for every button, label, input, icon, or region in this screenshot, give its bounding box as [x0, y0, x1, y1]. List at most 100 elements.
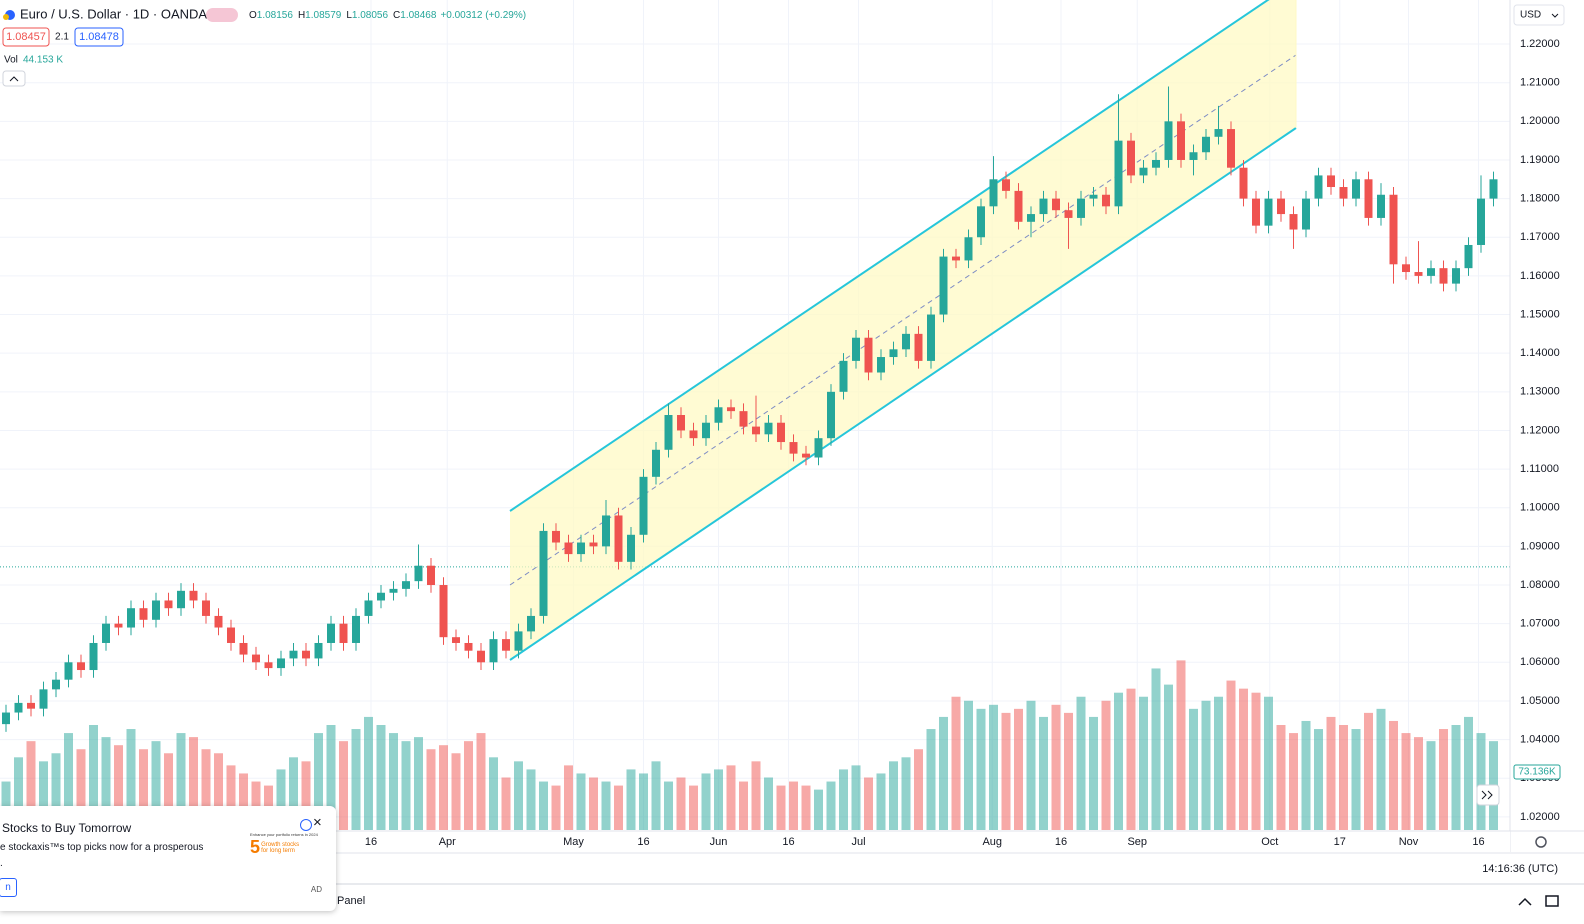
maximize-icon[interactable] [1545, 895, 1559, 907]
volume-bar [1126, 688, 1136, 830]
volume-bar [601, 781, 611, 830]
candle-body [677, 415, 685, 431]
candle-body [627, 534, 635, 562]
toggle[interactable] [206, 8, 238, 22]
y-tick-label: 1.04000 [1520, 733, 1560, 745]
candle-body [252, 654, 260, 663]
volume-bar [1114, 692, 1123, 830]
x-tick-label: 16 [637, 836, 649, 848]
volume-bar [789, 781, 798, 830]
volume-bar [1201, 700, 1211, 830]
volume-bar [1364, 712, 1373, 830]
ad-popup[interactable]: Stocks to Buy Tomorrow e stockaxis™s top… [0, 806, 336, 911]
settings-icon[interactable] [1535, 836, 1547, 848]
volume-bar [964, 700, 973, 830]
candle-body [964, 237, 973, 261]
scroll-button[interactable] [1476, 784, 1500, 806]
ad-title: Stocks to Buy Tomorrow [2, 821, 132, 835]
candle-body [1302, 198, 1310, 230]
candle-body [327, 623, 335, 643]
volume-bar [926, 729, 936, 830]
bid: 1.08457 [6, 31, 46, 43]
volume-bar [139, 749, 148, 830]
volume-bar [526, 769, 536, 830]
x-tick-label: Oct [1261, 836, 1278, 848]
candle-body [377, 592, 385, 601]
volume-bar [876, 773, 886, 830]
ad-image-head: Enhance your portfolio returns in 2024 [250, 832, 318, 837]
ohlc-legend: O1.08156 H1.08579 L1.08056 C1.08468 +0.00312… [249, 10, 526, 21]
ask-box[interactable] [74, 27, 124, 47]
ohlc-value: 1.08579 [305, 10, 342, 21]
ohlc-change: +0.00312 (+0.29%) [440, 10, 526, 21]
candle-body [1027, 214, 1035, 222]
candle-body [852, 337, 860, 361]
y-tick-label: 1.08000 [1520, 579, 1560, 591]
x-tick-label: 16 [782, 836, 794, 848]
ohlc-value: 1.08056 [352, 10, 389, 21]
candle-body [1427, 268, 1435, 276]
candle-body [1252, 198, 1260, 226]
volume-bar [251, 781, 261, 830]
volume-bar [1226, 680, 1236, 830]
candle-body [277, 658, 285, 669]
candle-body [1089, 194, 1098, 199]
candle-body [227, 627, 235, 643]
ohlc-key: O [249, 10, 257, 21]
ohlc-value: 1.08468 [400, 10, 437, 21]
candle-body [814, 438, 823, 458]
bid-box[interactable] [2, 27, 50, 47]
candle-body [1277, 198, 1285, 215]
candle-body [564, 542, 573, 555]
volume-bar [1214, 696, 1223, 830]
y-tick-label: 1.20000 [1520, 115, 1560, 127]
volume-bar [614, 785, 623, 830]
candle-body [1289, 214, 1298, 230]
ad-button[interactable]: n [0, 878, 17, 897]
candle-body [164, 600, 173, 609]
symbol-title: Euro / U.S. Dollar · 1D · OANDA [20, 6, 207, 21]
ad-badge: AD [310, 885, 322, 894]
expand-icon[interactable] [1518, 897, 1532, 906]
volume-bar [126, 729, 136, 830]
candle-body [1377, 194, 1385, 218]
candle-body [177, 590, 185, 609]
candle-body [602, 515, 610, 547]
volume-bar [676, 777, 686, 830]
volume-bar [1276, 725, 1286, 830]
ad-image-num: 5 [250, 837, 261, 857]
collapse-button[interactable] [2, 70, 26, 87]
ad-close[interactable]: × [313, 814, 322, 831]
clock: 14:16:36 (UTC) [1482, 863, 1558, 875]
volume-bar [726, 765, 736, 830]
volume-bar [589, 777, 598, 830]
price-axis [1510, 0, 1584, 924]
volume-bar [1189, 708, 1198, 830]
candle-body [889, 349, 898, 358]
candle-body [752, 426, 760, 435]
volume-bar [201, 749, 211, 830]
currency-select[interactable] [1513, 4, 1565, 26]
volume-bar [1289, 733, 1298, 830]
candle-body [1039, 198, 1048, 215]
volume-bar [489, 757, 498, 830]
candle-body [1189, 152, 1198, 160]
volume-bar [639, 773, 648, 830]
volume-bar [51, 753, 61, 830]
candle-body [1452, 268, 1460, 284]
x-tick-label: 16 [1055, 836, 1067, 848]
volume-bar [764, 777, 773, 830]
y-tick-label: 1.11000 [1520, 463, 1559, 475]
y-tick-label: 1.17000 [1520, 231, 1560, 243]
volume-bar [1101, 700, 1111, 830]
volume-bar [1001, 712, 1011, 830]
volume-bar [1051, 704, 1061, 830]
candle-body [1339, 187, 1348, 199]
candle-body [477, 650, 485, 663]
candle-body [39, 689, 48, 709]
volume-bar [39, 761, 48, 830]
volume-bar [301, 761, 311, 830]
ad-info[interactable] [300, 819, 312, 831]
x-tick-label: Aug [982, 836, 1002, 848]
volume-bar [651, 761, 661, 830]
